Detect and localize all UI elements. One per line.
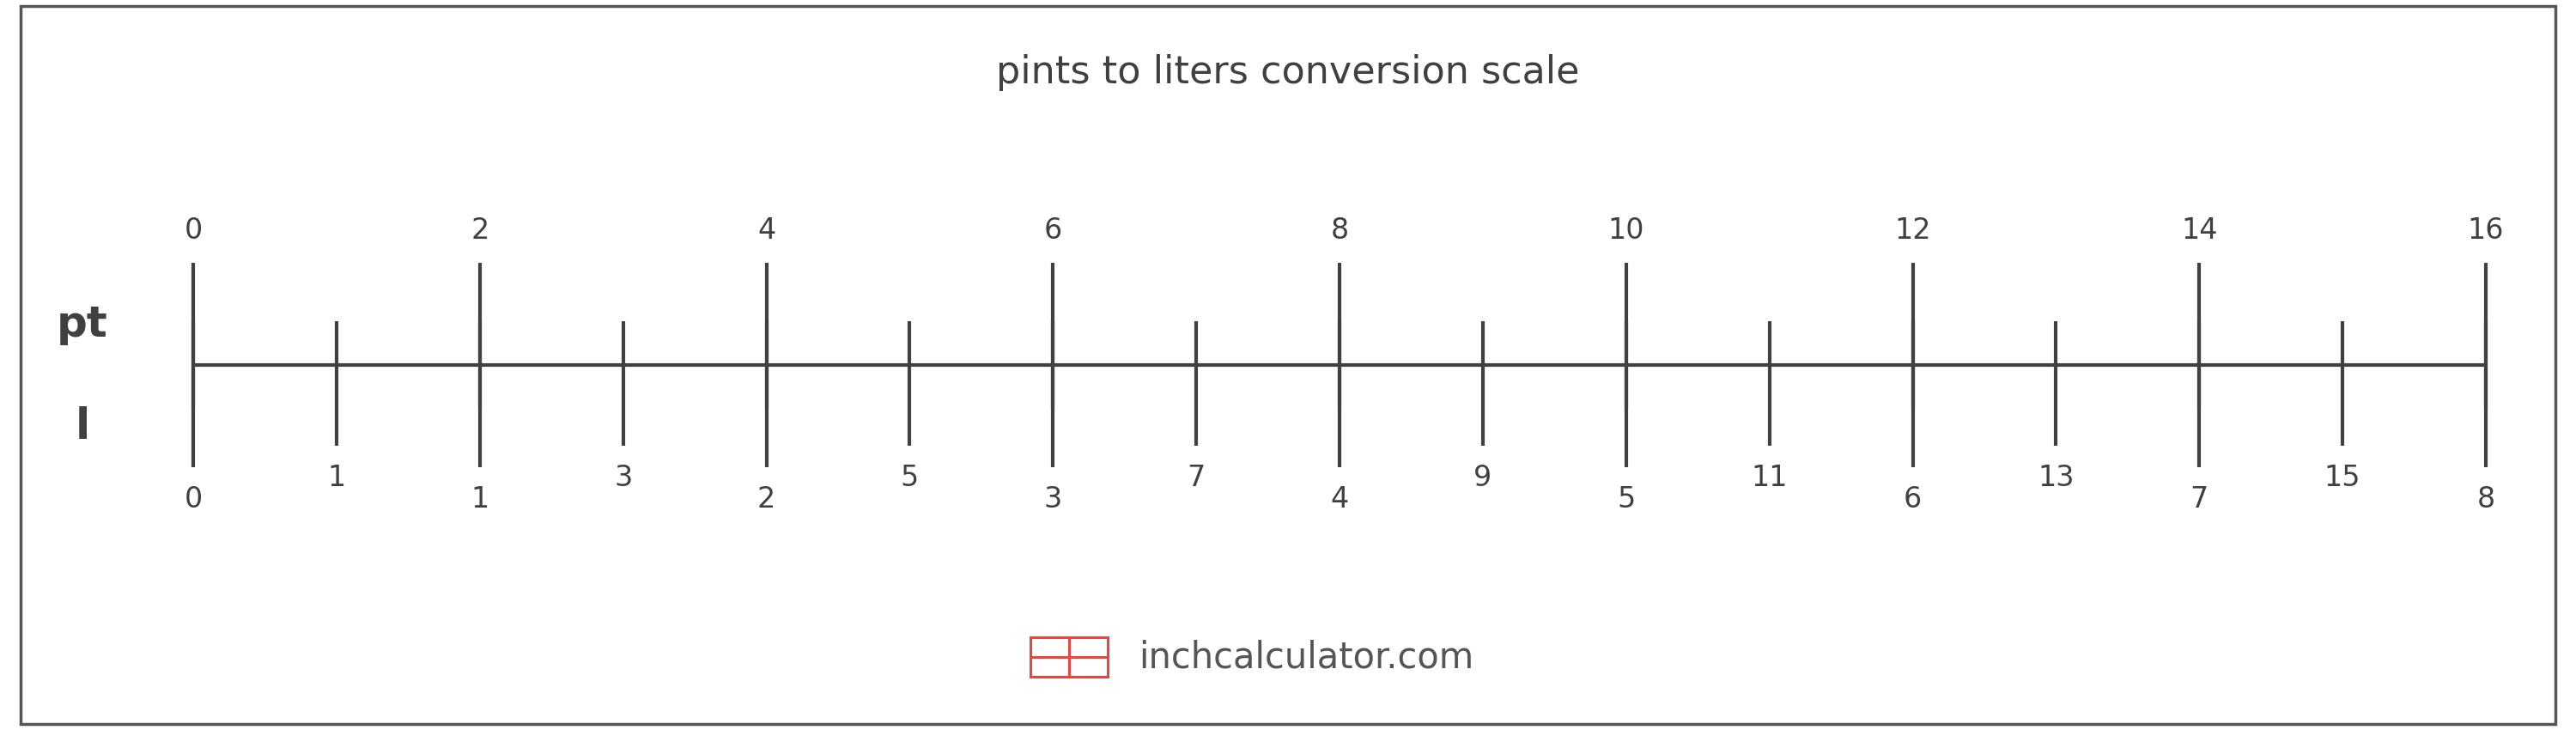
Text: 0: 0 — [183, 216, 204, 245]
Text: l: l — [75, 407, 90, 447]
Text: 2: 2 — [757, 485, 775, 514]
Text: 15: 15 — [2324, 464, 2360, 492]
Text: 7: 7 — [2190, 485, 2208, 514]
Text: 5: 5 — [902, 464, 920, 492]
Text: 8: 8 — [2476, 485, 2496, 514]
Text: 5: 5 — [1618, 485, 1636, 514]
Text: 14: 14 — [2182, 216, 2218, 245]
Text: 16: 16 — [2468, 216, 2504, 245]
Text: 3: 3 — [1043, 485, 1061, 514]
Text: 11: 11 — [1752, 464, 1788, 492]
Text: 4: 4 — [757, 216, 775, 245]
Text: 10: 10 — [1607, 216, 1643, 245]
Text: 13: 13 — [2038, 464, 2074, 492]
Text: 1: 1 — [327, 464, 345, 492]
Text: 4: 4 — [1329, 485, 1350, 514]
Text: 12: 12 — [1893, 216, 1932, 245]
Text: 6: 6 — [1043, 216, 1061, 245]
Text: 3: 3 — [613, 464, 631, 492]
Text: 8: 8 — [1329, 216, 1350, 245]
Text: 2: 2 — [471, 216, 489, 245]
Text: 0: 0 — [183, 485, 204, 514]
Text: 7: 7 — [1188, 464, 1206, 492]
Text: 6: 6 — [1904, 485, 1922, 514]
Text: 9: 9 — [1473, 464, 1492, 492]
Text: pt: pt — [57, 304, 108, 345]
Text: pints to liters conversion scale: pints to liters conversion scale — [997, 55, 1579, 91]
Text: inchcalculator.com: inchcalculator.com — [1139, 639, 1473, 675]
Text: 1: 1 — [471, 485, 489, 514]
